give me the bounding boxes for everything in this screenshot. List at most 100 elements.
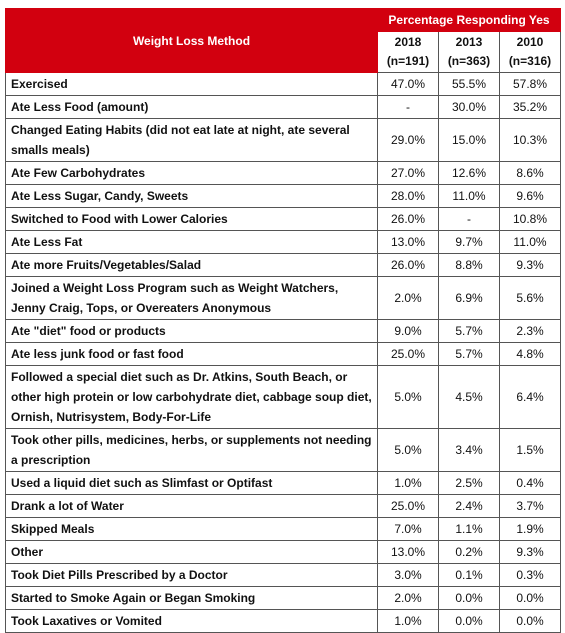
value-cell: 9.3% [499,540,561,564]
method-cell: Skipped Meals [5,517,378,541]
value-cell: 47.0% [377,72,439,96]
method-cell: Took other pills, medicines, herbs, or s… [5,428,378,472]
value-cell: 29.0% [377,118,439,162]
table-row: Took other pills, medicines, herbs, or s… [5,428,561,472]
value-cell: 30.0% [438,95,500,119]
table-row: Exercised 47.0% 55.5% 57.8% [5,72,561,96]
value-cell: 0.0% [438,586,500,610]
value-cell: 1.0% [377,609,439,633]
year: 2018 [394,35,422,49]
value-cell: 1.5% [499,428,561,472]
value-cell: 28.0% [377,184,439,208]
method-cell: Ate Few Carbohydrates [5,161,378,185]
method-cell: Joined a Weight Loss Program such as Wei… [5,276,378,320]
method-cell: Took Diet Pills Prescribed by a Doctor [5,563,378,587]
method-cell: Took Laxatives or Vomited [5,609,378,633]
value-cell: 0.1% [438,563,500,587]
year-header: 2013 (n=363) [438,31,500,73]
value-cell: 0.3% [499,563,561,587]
value-cell: 13.0% [377,230,439,254]
value-cell: 57.8% [499,72,561,96]
table-row: Took Diet Pills Prescribed by a Doctor 3.… [5,563,561,587]
year-header: 2010 (n=316) [499,31,561,73]
method-cell: Ate Less Food (amount) [5,95,378,119]
year-header: 2018 (n=191) [377,31,439,73]
value-cell: - [438,207,500,231]
value-cell: 15.0% [438,118,500,162]
group-header: Percentage Responding Yes [377,8,561,32]
value-cell: 25.0% [377,494,439,518]
value-cell: 10.3% [499,118,561,162]
value-cell: 13.0% [377,540,439,564]
value-cell: 26.0% [377,207,439,231]
value-cell: 8.6% [499,161,561,185]
value-cell: 6.4% [499,365,561,429]
value-cell: 3.4% [438,428,500,472]
value-cell: 35.2% [499,95,561,119]
value-cell: 0.0% [499,586,561,610]
table-row: Ate Less Sugar, Candy, Sweets 28.0% 11.0% 9… [5,184,561,208]
method-header: Weight Loss Method [5,8,378,73]
value-cell: 0.0% [438,609,500,633]
value-cell: 9.7% [438,230,500,254]
method-cell: Drank a lot of Water [5,494,378,518]
table-row: Changed Eating Habits (did not eat late … [5,118,561,162]
table-row: Ate "diet" food or products 9.0% 5.7% 2.3% [5,319,561,343]
page: Weight Loss Method Percentage Responding… [5,8,561,633]
value-cell: 1.0% [377,471,439,495]
method-cell: Ate less junk food or fast food [5,342,378,366]
value-cell: 9.3% [499,253,561,277]
year: 2013 [455,35,483,49]
table-row: Ate less junk food or fast food 25.0% 5.7%… [5,342,561,366]
sample-size: (n=191) [386,54,430,68]
value-cell: 11.0% [499,230,561,254]
method-cell: Changed Eating Habits (did not eat late … [5,118,378,162]
value-cell: 1.9% [499,517,561,541]
value-cell: 55.5% [438,72,500,96]
method-cell: Ate "diet" food or products [5,319,378,343]
sample-size: (n=316) [508,54,552,68]
table-row: Switched to Food with Lower Calories 26.0… [5,207,561,231]
table-row: Drank a lot of Water 25.0% 2.4% 3.7% [5,494,561,518]
value-cell: 0.4% [499,471,561,495]
value-cell: 3.7% [499,494,561,518]
value-cell: 2.0% [377,586,439,610]
method-cell: Switched to Food with Lower Calories [5,207,378,231]
table-row: Skipped Meals 7.0% 1.1% 1.9% [5,517,561,541]
table-row: Took Laxatives or Vomited 1.0% 0.0% 0.0% [5,609,561,633]
method-cell: Ate Less Fat [5,230,378,254]
table-row: Ate Less Food (amount) -30.0% 35.2% [5,95,561,119]
value-cell: 2.3% [499,319,561,343]
value-cell: 0.2% [438,540,500,564]
value-cell: 5.0% [377,428,439,472]
value-cell: 25.0% [377,342,439,366]
value-cell: 6.9% [438,276,500,320]
value-cell: 2.0% [377,276,439,320]
table-row: Used a liquid diet such as Slimfast or O… [5,471,561,495]
value-cell: 26.0% [377,253,439,277]
table-row: Ate more Fruits/Vegetables/Salad 26.0% 8.8… [5,253,561,277]
method-cell: Exercised [5,72,378,96]
table-row: Ate Few Carbohydrates 27.0% 12.6% 8.6% [5,161,561,185]
value-cell: 4.8% [499,342,561,366]
value-cell: 1.1% [438,517,500,541]
value-cell: 0.0% [499,609,561,633]
method-cell: Followed a special diet such as Dr. Atki… [5,365,378,429]
method-cell: Ate more Fruits/Vegetables/Salad [5,253,378,277]
value-cell: 5.7% [438,342,500,366]
method-cell: Used a liquid diet such as Slimfast or O… [5,471,378,495]
table-row: Ate Less Fat 13.0% 9.7% 11.0% [5,230,561,254]
sample-size: (n=363) [447,54,491,68]
value-cell: 2.4% [438,494,500,518]
value-cell: 2.5% [438,471,500,495]
year: 2010 [516,35,544,49]
survey-table: Weight Loss Method Percentage Responding… [5,8,561,633]
value-cell: 4.5% [438,365,500,429]
table-row: Started to Smoke Again or Began Smoking 2… [5,586,561,610]
value-cell: 3.0% [377,563,439,587]
value-cell: 12.6% [438,161,500,185]
method-cell: Started to Smoke Again or Began Smoking [5,586,378,610]
value-cell: 5.7% [438,319,500,343]
value-cell: - [377,95,439,119]
value-cell: 5.0% [377,365,439,429]
